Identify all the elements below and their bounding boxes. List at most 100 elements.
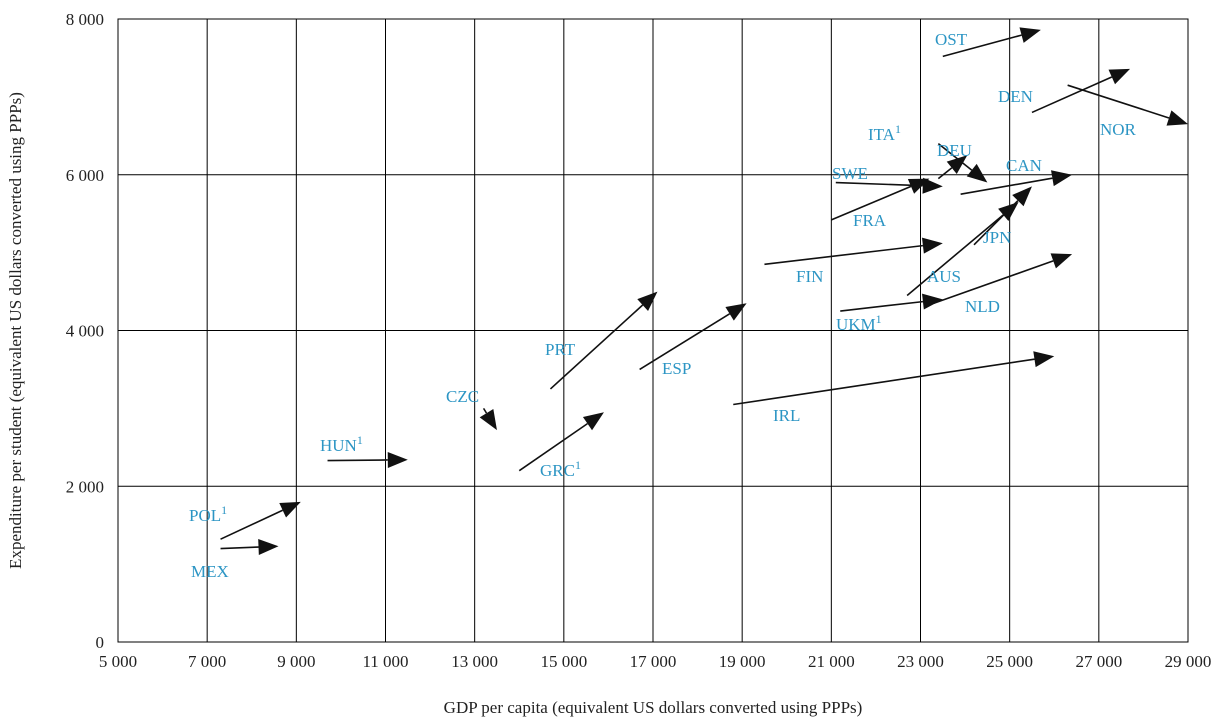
- arrow-shaft: [733, 358, 1035, 406]
- arrow-deu: [937, 155, 968, 180]
- arrow-fra: [831, 178, 930, 221]
- country-label-ita: ITA1: [868, 122, 901, 144]
- arrow-can: [960, 170, 1073, 196]
- arrow-aus: [906, 202, 1019, 297]
- country-label-pol: POL1: [189, 503, 227, 525]
- y-tick-label: 8 000: [66, 10, 104, 29]
- x-tick-label: 13 000: [451, 652, 498, 671]
- arrow-swe: [835, 177, 943, 194]
- arrow-shaft: [764, 244, 924, 266]
- arrow-fin: [764, 237, 943, 266]
- arrow-shaft: [933, 260, 1054, 304]
- country-label-den: DEN: [998, 87, 1033, 106]
- country-label-hun: HUN1: [320, 433, 363, 455]
- footnote-marker: 1: [357, 433, 363, 447]
- arrow-head: [946, 155, 968, 175]
- x-tick-label: 9 000: [277, 652, 315, 671]
- country-label-ukm: UKM1: [836, 312, 882, 334]
- country-label-jpn: JPN: [983, 228, 1011, 247]
- country-label-nor: NOR: [1100, 120, 1137, 139]
- arrow-nor: [1067, 84, 1188, 126]
- arrow-ukm: [840, 293, 943, 312]
- arrow-head: [637, 291, 658, 311]
- arrow-head: [387, 451, 408, 468]
- footnote-marker: 1: [895, 122, 901, 136]
- arrow-ita: [937, 142, 988, 183]
- country-labels: OST DEN NOR ITA1 DEU CAN SWE FRA JPN AUS FIN UKM1 NL…: [189, 30, 1137, 581]
- arrow-head: [922, 177, 943, 194]
- country-label-grc: GRC1: [540, 458, 581, 480]
- arrow-esp: [639, 303, 747, 371]
- arrow-head: [921, 237, 943, 254]
- x-tick-label: 17 000: [630, 652, 677, 671]
- arrow-shaft: [1067, 84, 1170, 119]
- arrow-shaft: [220, 546, 259, 550]
- arrow-mex: [220, 539, 279, 556]
- country-label-can: CAN: [1006, 156, 1042, 175]
- country-label-fra: FRA: [853, 211, 887, 230]
- x-axis-tick-labels: 5 000 7 000 9 000 11 000 13 000 15 000 17 000 1…: [99, 652, 1212, 671]
- arrow-head: [1050, 253, 1073, 269]
- arrow-head: [479, 408, 497, 431]
- x-tick-label: 7 000: [188, 652, 226, 671]
- arrow-shaft: [937, 167, 953, 180]
- arrow-shaft: [942, 34, 1022, 58]
- arrow-shaft: [937, 142, 973, 171]
- arrow-head: [907, 178, 930, 194]
- arrow-shaft: [960, 177, 1053, 196]
- footnote-marker: 1: [221, 503, 227, 517]
- x-tick-label: 29 000: [1165, 652, 1212, 671]
- country-label-ost: OST: [935, 30, 968, 49]
- country-label-prt: PRT: [545, 340, 576, 359]
- x-tick-label: 5 000: [99, 652, 137, 671]
- y-axis-label: Expenditure per student (equivalent US d…: [6, 92, 25, 569]
- arrow-head: [725, 303, 747, 321]
- country-label-aus: AUS: [927, 267, 961, 286]
- arrow-shaft: [831, 185, 912, 221]
- x-tick-label: 21 000: [808, 652, 855, 671]
- arrow-head: [1051, 170, 1073, 187]
- arrow-irl: [733, 351, 1055, 406]
- arrow-shaft: [1031, 76, 1113, 114]
- arrow-nld: [933, 253, 1073, 304]
- grid-lines: [117, 18, 1189, 643]
- y-tick-label: 2 000: [66, 477, 104, 496]
- x-tick-label: 27 000: [1075, 652, 1122, 671]
- x-tick-label: 15 000: [540, 652, 587, 671]
- arrow-hun: [327, 451, 408, 468]
- country-label-czc: CZC: [446, 387, 479, 406]
- y-tick-label: 4 000: [66, 322, 104, 341]
- country-label-swe: SWE: [832, 164, 868, 183]
- country-label-nld: NLD: [965, 297, 1000, 316]
- y-tick-label: 6 000: [66, 166, 104, 185]
- x-tick-label: 19 000: [719, 652, 766, 671]
- arrow-shaft: [549, 304, 644, 390]
- country-label-esp: ESP: [662, 359, 691, 378]
- footnote-marker: 1: [575, 458, 581, 472]
- country-label-mex: MEX: [191, 562, 229, 581]
- x-tick-label: 11 000: [362, 652, 408, 671]
- arrow-prt: [549, 291, 658, 390]
- x-tick-label: 23 000: [897, 652, 944, 671]
- arrow-head: [966, 163, 988, 183]
- country-label-irl: IRL: [773, 406, 800, 425]
- x-axis-label: GDP per capita (equivalent US dollars co…: [444, 698, 863, 717]
- arrow-head: [922, 293, 943, 310]
- y-tick-label: 0: [96, 633, 105, 652]
- x-tick-label: 25 000: [986, 652, 1033, 671]
- y-axis-tick-labels: 0 2 000 4 000 6 000 8 000: [66, 10, 104, 652]
- country-arrows: [220, 27, 1188, 556]
- footnote-marker: 1: [876, 312, 882, 326]
- arrow-head: [1033, 351, 1055, 368]
- arrow-den: [1031, 68, 1131, 114]
- arrow-head: [1166, 110, 1188, 126]
- country-label-deu: DEU: [937, 141, 972, 160]
- arrow-shaft: [840, 300, 924, 312]
- arrow-shaft: [835, 181, 923, 187]
- arrow-shaft: [639, 313, 731, 371]
- plot-area-frame: [117, 18, 1189, 643]
- arrow-ost: [942, 27, 1041, 58]
- arrow-head: [582, 412, 604, 431]
- arrow-shaft: [482, 407, 488, 414]
- country-label-fin: FIN: [796, 267, 823, 286]
